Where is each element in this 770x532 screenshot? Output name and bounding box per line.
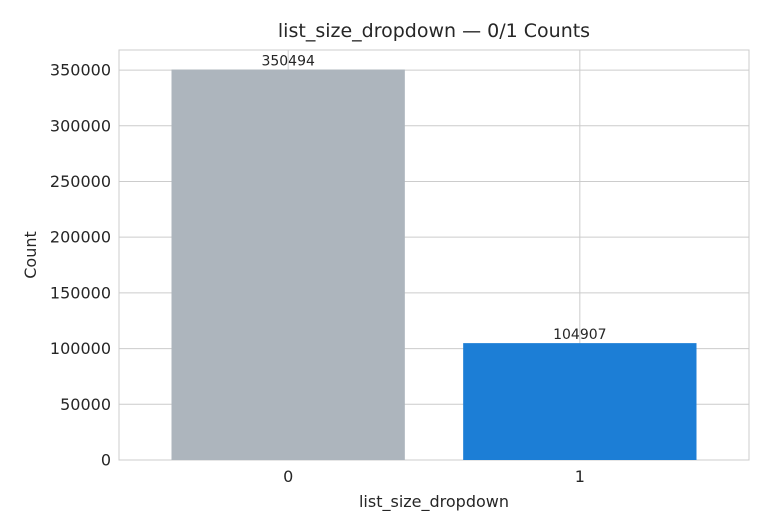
chart-title: list_size_dropdown — 0/1 Counts <box>278 20 590 42</box>
bar-1 <box>463 343 697 460</box>
y-tick-label: 0 <box>101 451 111 470</box>
x-tick-label: 1 <box>575 467 585 486</box>
y-tick-label: 350000 <box>50 61 111 80</box>
plot-area: 350494 104907 <box>118 49 750 461</box>
y-tick-label: 200000 <box>50 228 111 247</box>
bars <box>171 69 697 460</box>
x-tick-label: 0 <box>283 467 293 486</box>
y-tick-label: 150000 <box>50 283 111 302</box>
y-axis-ticks: 0 50000 100000 150000 200000 250000 300000 3500… <box>50 61 111 470</box>
bar-0 <box>171 69 405 460</box>
y-tick-label: 300000 <box>50 116 111 135</box>
y-tick-label: 250000 <box>50 172 111 191</box>
x-axis-label: list_size_dropdown <box>359 492 509 512</box>
bar-value-label: 104907 <box>553 327 606 343</box>
y-tick-label: 50000 <box>60 395 111 414</box>
data-labels: 350494 104907 <box>261 54 606 344</box>
y-axis-label: Count <box>21 231 40 279</box>
bar-value-label: 350494 <box>261 54 315 70</box>
y-tick-label: 100000 <box>50 339 111 358</box>
